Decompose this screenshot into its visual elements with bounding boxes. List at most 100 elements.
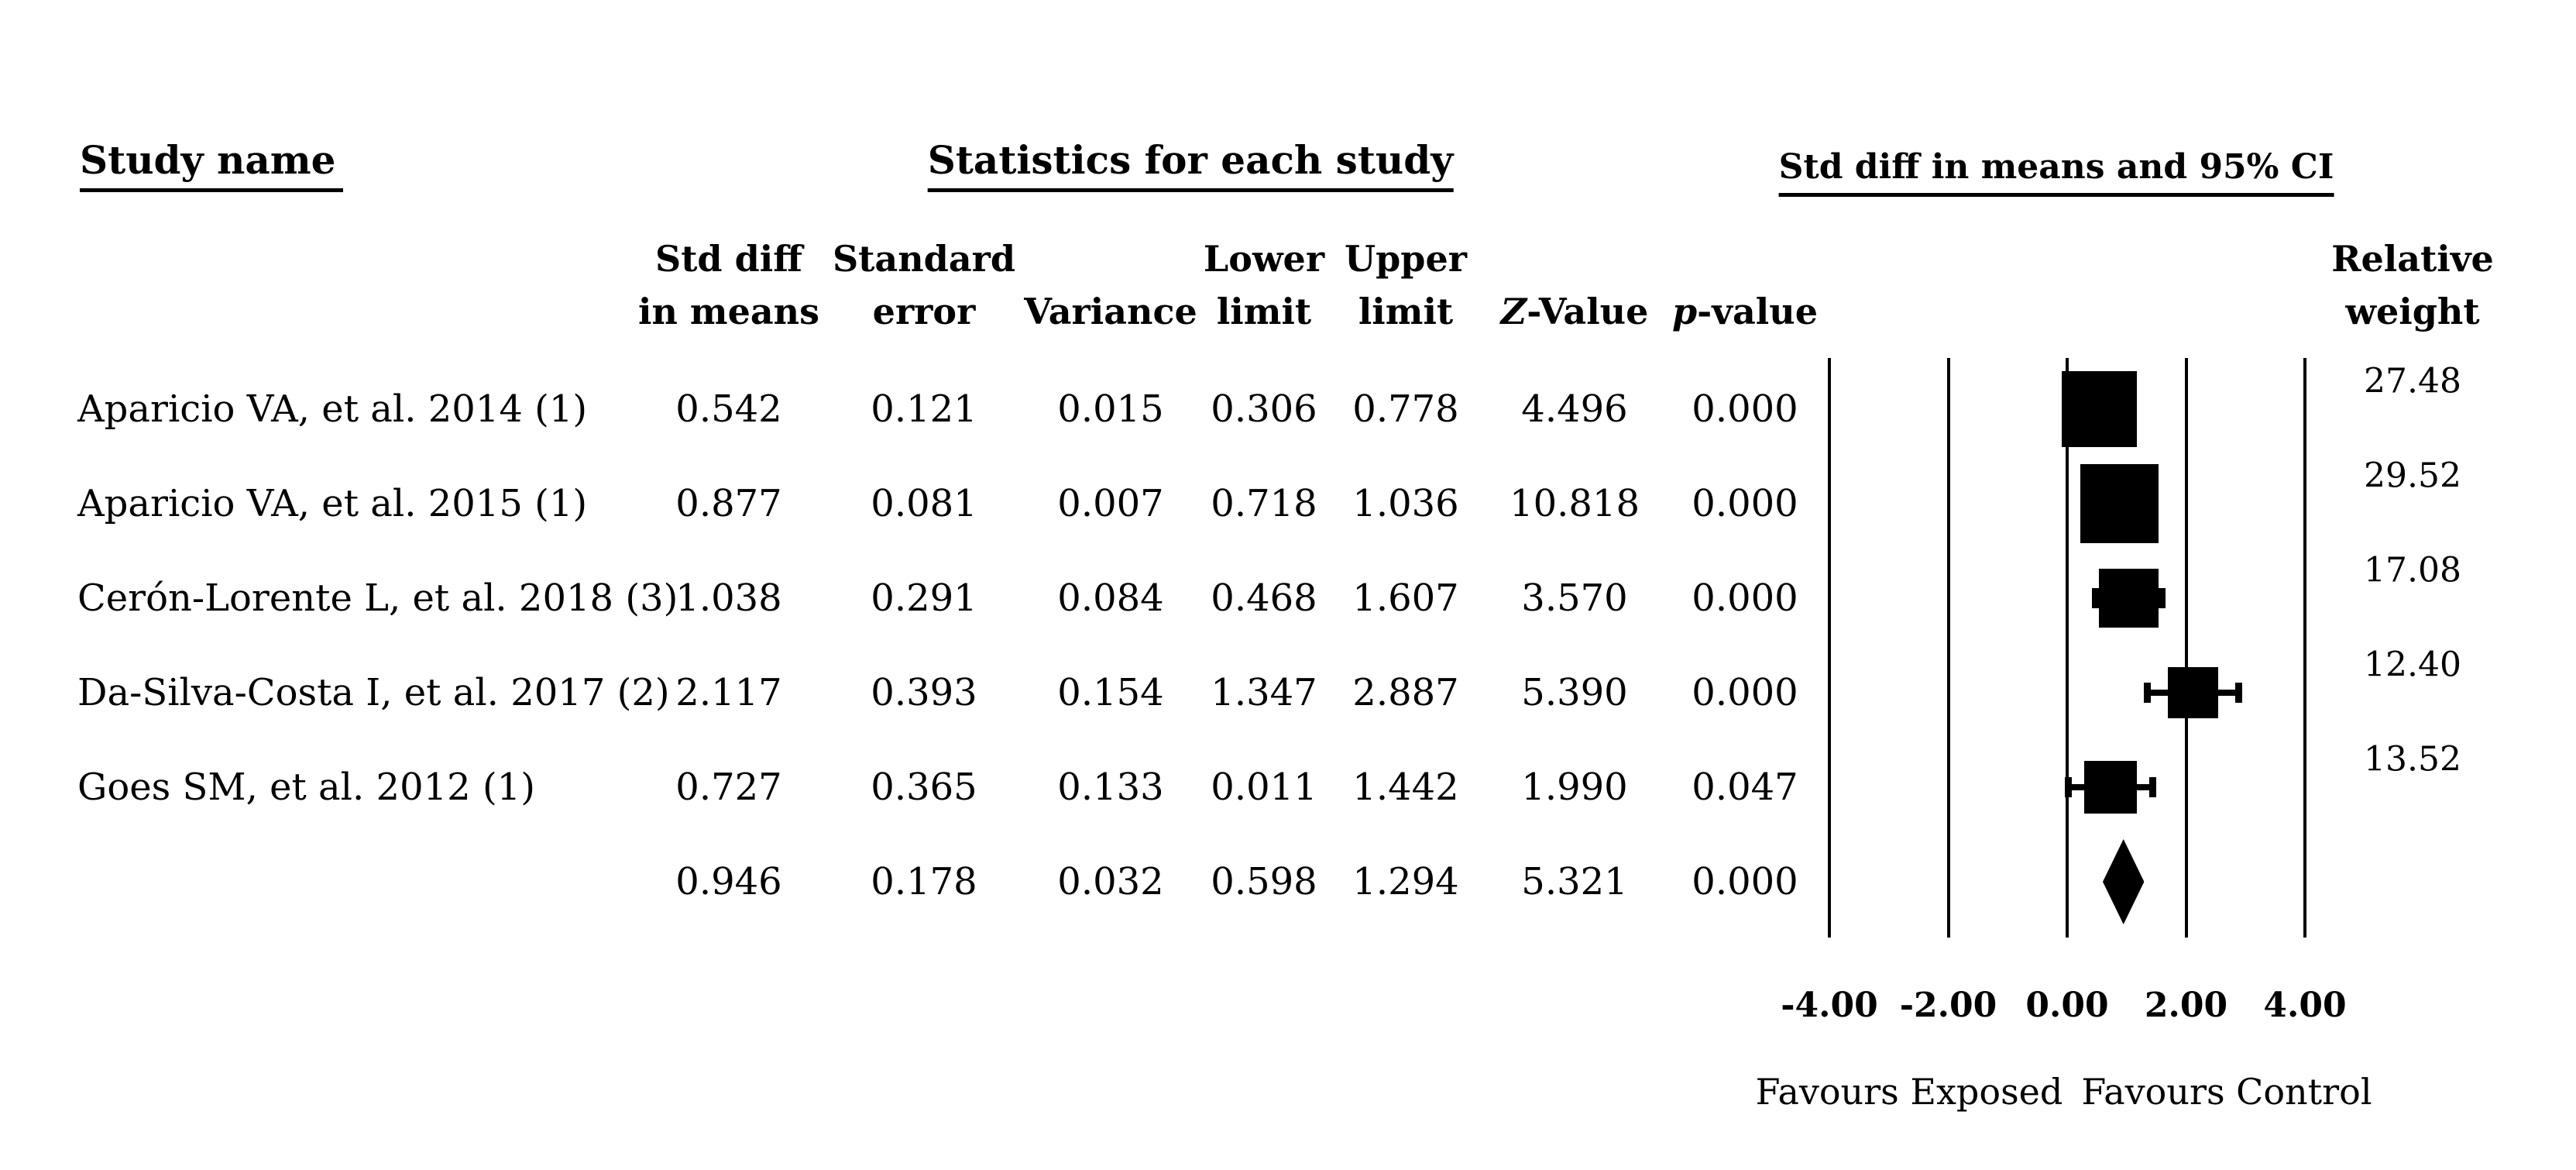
stat-cell-lower_limit: 0.468 — [1211, 576, 1317, 620]
stat-cell-standard_error: 0.365 — [871, 766, 977, 809]
column-header-z-value-line2: Z-Value — [1500, 291, 1649, 332]
column-header-in-means: Std diff in means — [638, 232, 819, 338]
column-header-z-value: Z-Value — [1501, 232, 1649, 338]
summary-stat-cell-std_diff: 0.946 — [675, 860, 782, 903]
relative-weight-cell: 27.48 — [2364, 361, 2461, 401]
stat-cell-z_value: 10.818 — [1510, 482, 1640, 525]
stat-cell-std_diff: 2.117 — [675, 671, 782, 714]
ci-cap-lower — [2064, 777, 2072, 797]
favours-left-label: Favours Exposed — [1755, 1071, 2063, 1113]
ci-cap-lower — [2091, 588, 2099, 608]
effect-size-square — [2080, 464, 2159, 543]
study-name-column-header: Study name — [80, 138, 344, 192]
column-header-limit-line2: limit — [1216, 291, 1312, 332]
column-header-in-means-line2: in means — [637, 291, 820, 332]
summary-stat-cell-p_value: 0.000 — [1692, 860, 1798, 903]
stat-cell-p_value: 0.000 — [1692, 671, 1798, 714]
stat-cell-p_value: 0.047 — [1692, 766, 1798, 809]
axis-gridline — [2066, 358, 2069, 938]
stat-cell-upper_limit: 1.607 — [1352, 576, 1459, 620]
stat-cell-standard_error: 0.081 — [871, 482, 977, 525]
study-name-cell: Aparicio VA, et al. 2015 (1) — [77, 482, 588, 525]
column-header-p-value-line1 — [1672, 232, 1818, 285]
summary-stat-cell-z_value: 5.321 — [1521, 860, 1628, 903]
stat-cell-p_value: 0.000 — [1692, 482, 1798, 525]
stat-cell-p_value: 0.000 — [1692, 576, 1798, 620]
axis-tick-label: -4.00 — [1781, 986, 1878, 1025]
ci-cap-upper — [2234, 683, 2242, 703]
ci-cap-upper — [2148, 777, 2156, 797]
stat-cell-lower_limit: 0.306 — [1211, 387, 1317, 431]
summary-stat-cell-variance: 0.032 — [1057, 860, 1164, 903]
column-header-limit-line2: limit — [1358, 291, 1454, 332]
stat-cell-upper_limit: 1.442 — [1352, 766, 1459, 809]
summary-stat-cell-lower_limit: 0.598 — [1211, 860, 1317, 903]
study-name-cell: Cerón-Lorente L, et al. 2018 (3) — [77, 576, 678, 620]
relative-weight-cell: 29.52 — [2364, 456, 2461, 496]
summary-diamond — [2102, 839, 2145, 924]
ci-cap-upper — [2159, 588, 2166, 608]
column-header-variance: Variance — [1024, 232, 1197, 338]
effect-size-square — [2083, 760, 2137, 814]
summary-stat-cell-upper_limit: 1.294 — [1352, 860, 1459, 903]
axis-gridline — [1946, 358, 1950, 938]
stat-cell-standard_error: 0.393 — [871, 671, 977, 714]
effect-size-square — [2167, 667, 2219, 718]
stat-cell-variance: 0.015 — [1057, 387, 1164, 431]
column-header-variance-line2: Variance — [1024, 291, 1197, 332]
stat-cell-std_diff: 0.877 — [675, 482, 782, 525]
stat-cell-std_diff: 0.727 — [675, 766, 782, 809]
stat-cell-upper_limit: 2.887 — [1352, 671, 1459, 714]
column-header-relative-weight-line2: weight — [2345, 291, 2480, 332]
effect-size-square — [2061, 371, 2138, 447]
favours-right-label: Favours Control — [2081, 1071, 2372, 1113]
column-header-error-line2: error — [872, 291, 976, 332]
relative-weight-cell: 13.52 — [2364, 739, 2461, 779]
column-header-error: Standard error — [833, 232, 1015, 338]
axis-tick-label: 4.00 — [2263, 986, 2347, 1025]
stat-cell-lower_limit: 0.718 — [1211, 482, 1317, 525]
stat-cell-variance: 0.007 — [1057, 482, 1164, 525]
effect-size-square — [2099, 568, 2159, 628]
stat-cell-variance: 0.133 — [1057, 766, 1164, 809]
stat-cell-upper_limit: 0.778 — [1352, 387, 1459, 431]
summary-diamond-shape — [2102, 839, 2145, 924]
study-name-cell: Goes SM, et al. 2012 (1) — [77, 766, 535, 809]
stat-cell-z_value: 3.570 — [1521, 576, 1628, 620]
stat-cell-p_value: 0.000 — [1692, 387, 1798, 431]
column-header-limit: Upper limit — [1345, 232, 1467, 338]
stat-cell-upper_limit: 1.036 — [1352, 482, 1459, 525]
stat-cell-std_diff: 0.542 — [675, 387, 782, 431]
stat-cell-lower_limit: 0.011 — [1211, 766, 1317, 809]
column-header-variance-line1 — [1024, 232, 1197, 285]
column-header-relative-weight: Relative weight — [2331, 232, 2494, 338]
statistics-section-header: Statistics for each study — [927, 138, 1454, 192]
stat-cell-variance: 0.084 — [1057, 576, 1164, 620]
stat-cell-z_value: 5.390 — [1521, 671, 1628, 714]
study-name-cell: Da-Silva-Costa I, et al. 2017 (2) — [77, 671, 670, 714]
ci-section-header: Std diff in means and 95% CI — [1778, 147, 2334, 197]
column-header-error-line1: Standard — [832, 238, 1016, 280]
axis-tick-label: 0.00 — [2025, 986, 2109, 1025]
stat-cell-lower_limit: 1.347 — [1211, 671, 1317, 714]
column-header-z-value-line1 — [1501, 232, 1649, 285]
ci-cap-lower — [2144, 683, 2152, 703]
column-header-limit-line1: Lower — [1203, 238, 1325, 280]
study-name-cell: Aparicio VA, et al. 2014 (1) — [77, 387, 588, 431]
column-header-p-value: p-value — [1672, 232, 1818, 338]
column-header-p-value-line2: p-value — [1672, 291, 1818, 332]
stat-cell-standard_error: 0.291 — [871, 576, 977, 620]
axis-tick-label: 2.00 — [2144, 986, 2228, 1025]
summary-stat-cell-standard_error: 0.178 — [871, 860, 977, 903]
axis-gridline — [2303, 358, 2306, 938]
stat-cell-standard_error: 0.121 — [871, 387, 977, 431]
column-header-in-means-line1: Std diff — [654, 238, 803, 280]
column-header-limit-line1: Upper — [1345, 238, 1467, 280]
axis-gridline — [2184, 358, 2188, 938]
stat-cell-variance: 0.154 — [1057, 671, 1164, 714]
axis-tick-label: -2.00 — [1899, 986, 1997, 1025]
stat-cell-z_value: 4.496 — [1521, 387, 1628, 431]
stat-cell-std_diff: 1.038 — [675, 576, 782, 620]
relative-weight-cell: 17.08 — [2364, 550, 2461, 590]
